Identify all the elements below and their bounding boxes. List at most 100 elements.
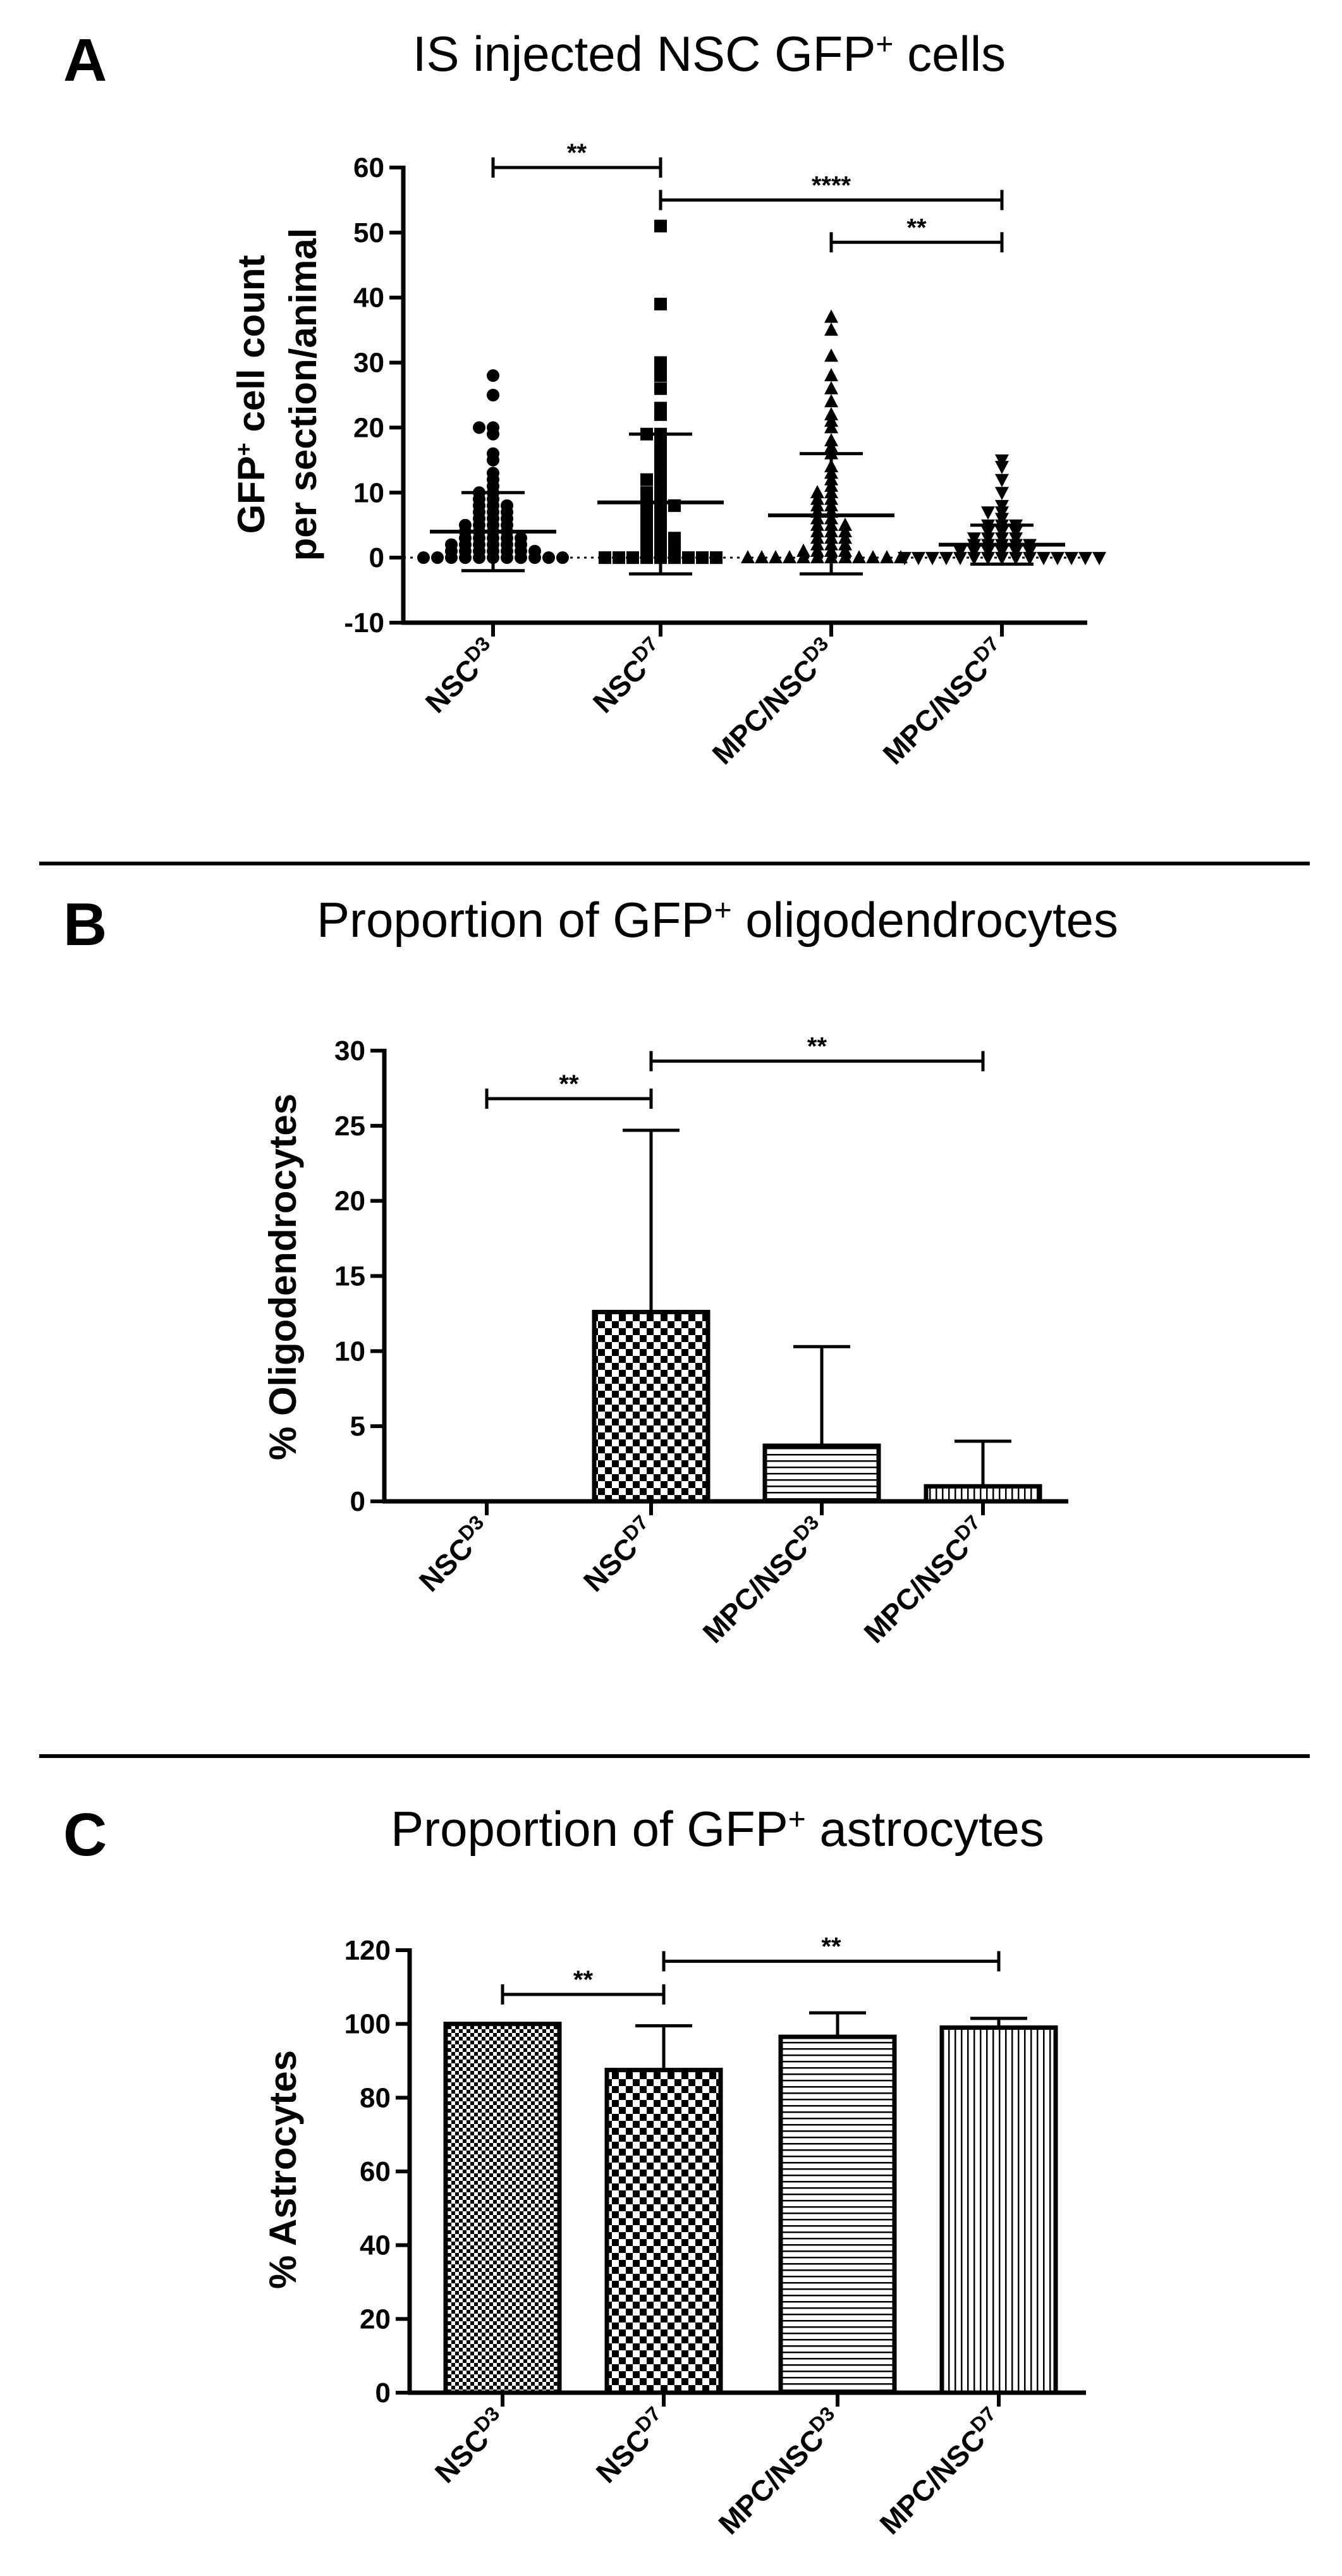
significance-label: ** <box>567 139 587 167</box>
data-point <box>824 322 838 336</box>
data-point <box>487 389 499 401</box>
y-tick-label: 0 <box>375 2378 391 2408</box>
data-point <box>654 219 667 233</box>
x-category-label: NSCD3 <box>410 1511 497 1598</box>
data-point <box>1078 552 1092 566</box>
bar <box>604 2068 723 2395</box>
data-point <box>515 551 527 565</box>
data-point <box>838 550 852 564</box>
y-tick-label: 30 <box>353 348 384 379</box>
chart-panel-a: -10 0 10 20 30 40 50 60 NSCD3 NSCD7 MPC/NSCD3MPC/N… <box>344 139 1106 771</box>
y-axis-label-a: GFP+ cell count <box>230 255 272 534</box>
data-point <box>852 550 866 564</box>
bar <box>939 2025 1058 2395</box>
data-point <box>710 551 723 565</box>
data-point <box>824 348 838 362</box>
chart-title-a: IS injected NSC GFP+ cells <box>413 26 1006 82</box>
y-tick-label: -10 <box>344 607 384 638</box>
x-category-label: MPC/NSCD3 <box>704 632 842 771</box>
data-point <box>810 550 824 564</box>
data-point <box>898 552 912 566</box>
y-tick-label: 120 <box>345 1935 391 1966</box>
y-tick-label: 20 <box>334 1186 365 1217</box>
data-point <box>939 552 953 566</box>
data-point <box>473 551 485 565</box>
data-point <box>654 408 667 421</box>
data-point <box>953 552 967 566</box>
data-point <box>995 487 1009 501</box>
data-point <box>1037 552 1051 566</box>
data-point <box>445 551 458 565</box>
significance-label: ** <box>821 1933 841 1961</box>
chart-panel-c: 0 20 40 60 80 100 120 NSCD3 NSCD7 MPC/NSCD3MPC/NS… <box>345 1933 1086 2541</box>
data-point <box>528 551 541 565</box>
chart-title-b: Proportion of GFP+ oligodendrocytes <box>317 892 1118 948</box>
x-category-label: NSCD3 <box>417 632 504 719</box>
data-point <box>654 369 667 382</box>
y-tick-label: 20 <box>360 2304 391 2335</box>
data-point <box>995 461 1009 475</box>
y-tick-label: 100 <box>345 2009 391 2040</box>
data-point <box>824 381 838 394</box>
data-point <box>880 550 894 564</box>
data-point <box>654 298 667 310</box>
data-point <box>542 551 555 565</box>
data-point <box>431 551 444 565</box>
panel-label-b: B <box>63 891 107 958</box>
x-category-label: MPC/NSCD7 <box>874 632 1013 771</box>
data-point <box>912 552 925 566</box>
data-point <box>981 552 995 566</box>
data-point <box>824 368 838 382</box>
data-point <box>824 394 838 408</box>
bar <box>778 2034 897 2395</box>
significance-label: ** <box>807 1033 827 1061</box>
data-point <box>668 551 681 565</box>
data-point <box>1009 552 1023 566</box>
bar <box>762 1443 881 1504</box>
y-tick-label: 30 <box>334 1035 365 1066</box>
data-point <box>925 552 939 566</box>
data-point <box>487 453 499 467</box>
y-axis-label-b: % Oligodendrocytes <box>262 1094 304 1460</box>
data-point <box>682 551 695 565</box>
y-tick-label: 0 <box>350 1486 365 1517</box>
x-category-label: MPC/NSCD3 <box>694 1511 833 1649</box>
data-point <box>654 382 667 395</box>
data-point <box>613 551 625 565</box>
y-tick-label: 10 <box>353 477 384 508</box>
panel-label-a: A <box>63 27 107 94</box>
data-point <box>866 550 880 564</box>
y-tick-label: 40 <box>353 283 384 314</box>
y-tick-label: 25 <box>334 1111 365 1142</box>
data-point <box>487 369 499 382</box>
data-point <box>1051 552 1064 566</box>
significance-label: ** <box>559 1070 579 1098</box>
panel-label-c: C <box>63 1801 107 1869</box>
x-category-label: NSCD7 <box>575 1511 662 1598</box>
data-point <box>1092 552 1106 566</box>
chart-panel-b: 0 5 10 15 20 25 30 NSCD3 NSCD7 MPC/NSCD3MPC/NSCD7… <box>334 1033 1068 1649</box>
data-point <box>769 550 783 564</box>
data-point <box>599 551 611 565</box>
y-tick-label: 50 <box>353 217 384 248</box>
x-category-label: MPC/NSCD7 <box>855 1511 994 1649</box>
y-tick-label: 80 <box>360 2082 391 2113</box>
data-point <box>783 550 796 564</box>
y-tick-label: 40 <box>360 2230 391 2261</box>
x-category-label: MPC/NSCD7 <box>871 2402 1010 2541</box>
bar <box>924 1484 1042 1504</box>
bar <box>443 2022 562 2395</box>
y-tick-label: 15 <box>334 1261 365 1292</box>
y-tick-label: 10 <box>334 1336 365 1367</box>
y-axis-label-a-line2: per section/animal <box>282 228 324 561</box>
y-tick-label: 60 <box>360 2156 391 2187</box>
data-point <box>995 473 1009 487</box>
chart-title-c: Proportion of GFP+ astrocytes <box>391 1801 1044 1857</box>
x-category-label: NSCD7 <box>584 632 671 719</box>
data-point <box>967 552 981 566</box>
data-point <box>473 421 485 434</box>
data-point <box>1023 552 1037 566</box>
y-tick-label: 0 <box>369 542 384 573</box>
data-point <box>1064 552 1078 566</box>
